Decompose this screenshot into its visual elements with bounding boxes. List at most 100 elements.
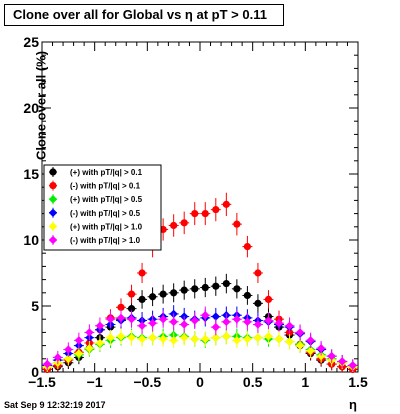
data-point	[74, 336, 84, 345]
y-tick-label: 15	[23, 166, 39, 182]
data-point	[106, 333, 115, 342]
data-point	[211, 312, 220, 321]
data-point	[264, 295, 273, 303]
data-point	[149, 293, 157, 301]
legend-label: (-) with pT/|q| > 0.5	[70, 209, 141, 218]
legend-marker	[48, 195, 58, 204]
data-point	[53, 353, 62, 362]
data-point	[137, 321, 147, 330]
data-point	[316, 344, 326, 353]
data-point	[264, 316, 273, 325]
chart-title: Clone over all for Global vs η at pT > 0…	[4, 4, 284, 26]
data-point	[295, 341, 305, 350]
data-point	[138, 269, 146, 277]
data-point	[222, 279, 230, 288]
data-point	[85, 328, 94, 337]
data-point	[306, 336, 315, 345]
data-point	[85, 344, 94, 353]
data-point	[159, 290, 167, 298]
data-point	[233, 220, 241, 228]
data-point	[201, 283, 209, 292]
data-point	[338, 357, 347, 366]
data-point	[295, 328, 305, 337]
data-point	[253, 333, 263, 342]
data-point	[327, 351, 336, 361]
series-5	[42, 306, 358, 372]
legend-marker	[48, 208, 58, 217]
legend-label: (-) with pT/|q| > 1.0	[70, 236, 141, 245]
y-tick-label: 10	[23, 232, 39, 248]
legend-marker	[48, 235, 58, 245]
data-point	[169, 317, 178, 327]
data-point	[212, 206, 220, 214]
data-point	[180, 286, 188, 294]
legend-box	[43, 164, 162, 251]
data-point	[170, 221, 178, 230]
y-tick-label: 0	[31, 364, 39, 380]
data-point	[253, 320, 263, 329]
data-point	[232, 336, 242, 345]
y-tick-label: 25	[23, 34, 39, 50]
x-tick-label: −1.5	[28, 374, 56, 390]
data-point	[243, 317, 252, 327]
data-point	[212, 282, 220, 290]
timestamp-footer: Sat Sep 9 12:32:19 2017	[4, 400, 106, 410]
data-point	[254, 299, 262, 307]
data-point	[243, 243, 251, 251]
data-point	[306, 346, 315, 356]
data-point	[201, 311, 210, 320]
y-axis-label: Clone over all (%)	[33, 50, 49, 161]
data-point	[285, 337, 294, 346]
legend-label: (+) with pT/|q| > 0.5	[70, 195, 143, 204]
legend-marker	[49, 182, 57, 190]
legend-marker	[49, 168, 57, 176]
data-point	[106, 315, 115, 324]
legend: (+) with pT/|q| > 0.1 (-) with pT/|q| > 0…	[43, 164, 162, 251]
data-point	[116, 332, 126, 341]
data-point	[137, 334, 147, 344]
data-point	[222, 332, 231, 341]
x-tick-label: 1	[301, 374, 309, 390]
data-point	[190, 316, 199, 325]
data-point	[158, 334, 168, 344]
data-point	[191, 285, 199, 293]
data-point	[211, 333, 220, 342]
data-point	[148, 333, 157, 342]
data-point	[222, 317, 231, 327]
legend-label: (+) with pT/|q| > 0.1	[70, 168, 143, 177]
data-series	[42, 192, 358, 373]
data-point	[169, 336, 178, 345]
y-tick-label: 5	[31, 298, 39, 314]
data-point	[254, 269, 262, 277]
data-point	[211, 322, 220, 332]
data-point	[316, 351, 326, 361]
data-point	[127, 315, 136, 324]
axis-ticks: −1.5 −1 −0.5 0 0.5 1 1.5 0 5 10 15 20 25	[23, 34, 368, 390]
x-tick-label: 0	[196, 374, 204, 390]
data-point	[274, 334, 284, 344]
data-point	[233, 285, 241, 293]
data-point	[285, 321, 294, 330]
data-point	[148, 318, 157, 328]
data-point	[117, 303, 125, 311]
data-point	[74, 349, 84, 358]
data-point	[264, 332, 273, 341]
x-axis-label: η	[349, 397, 357, 412]
data-point	[64, 354, 73, 363]
data-point	[274, 318, 284, 328]
data-point	[190, 334, 199, 344]
data-point	[222, 200, 230, 208]
data-point	[127, 305, 136, 313]
data-point	[201, 334, 210, 344]
data-point	[180, 219, 188, 227]
data-point	[95, 321, 105, 330]
x-tick-label: 1.5	[348, 374, 368, 390]
y-tick-label: 20	[23, 100, 39, 116]
data-point	[243, 334, 252, 344]
data-point	[232, 315, 242, 324]
data-point	[158, 315, 168, 324]
data-point	[201, 210, 209, 218]
data-point	[138, 295, 146, 303]
x-tick-label: 0.5	[243, 374, 263, 390]
